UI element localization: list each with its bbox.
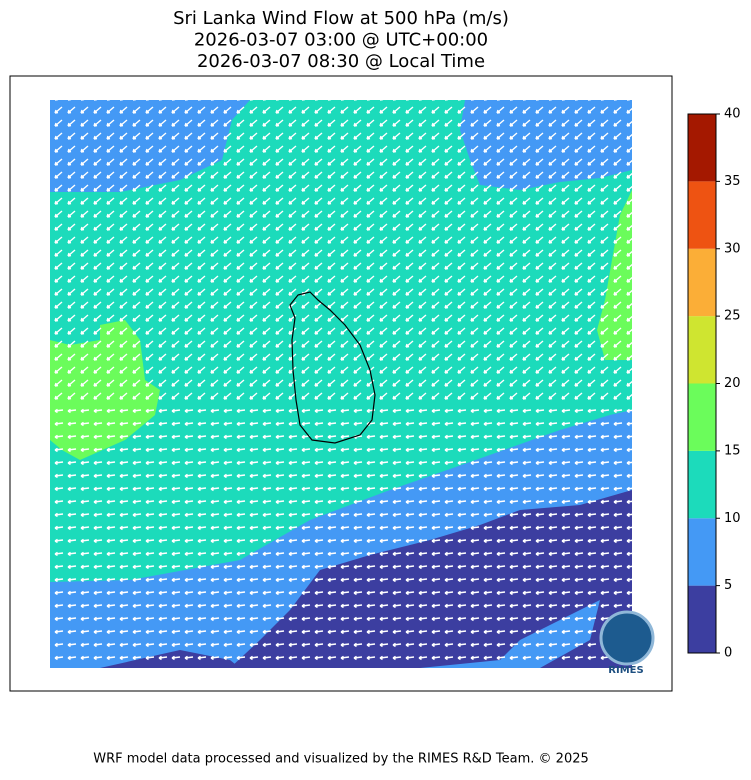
title-line: 2026-03-07 08:30 @ Local Time: [197, 51, 485, 72]
colorbar-tick-label: 5: [724, 578, 732, 593]
title-line: Sri Lanka Wind Flow at 500 hPa (m/s): [173, 8, 509, 29]
colorbar-band: [688, 518, 716, 586]
colorbar-tick-label: 0: [724, 646, 732, 661]
sri-lanka-coastline: [289, 291, 376, 444]
colorbar-tick-label: 20: [724, 376, 741, 391]
colorbar: 0 5 10 15 20 25 30 35 40: [687, 107, 741, 661]
title-line: 2026-03-07 03:00 @ UTC+00:00: [194, 30, 488, 51]
colorbar-tick-label: 30: [724, 241, 741, 256]
colorbar-tick-label: 15: [724, 443, 741, 458]
colorbar-tick-label: 40: [724, 107, 741, 122]
wind-arrows: [50, 400, 632, 668]
wind-field: [50, 100, 632, 668]
colorbar-tick-label: 25: [724, 309, 741, 324]
colorbar-tick-label: 10: [724, 511, 741, 526]
wind-arrows: [50, 100, 632, 400]
colorbar-band: [688, 181, 716, 249]
colorbar-band: [688, 316, 716, 384]
colorbar-band: [688, 585, 716, 653]
colorbar-band: [688, 114, 716, 182]
logo-emblem: [599, 610, 655, 666]
colorbar-band: [688, 450, 716, 519]
colorbar-band: [688, 248, 716, 317]
logo: RIMES: [599, 610, 655, 676]
colorbar-band: [688, 383, 716, 451]
colorbar-tick-label: 35: [724, 174, 741, 189]
footer: WRF model data processed and visualized …: [93, 752, 589, 767]
logo-text: RIMES: [608, 665, 643, 676]
